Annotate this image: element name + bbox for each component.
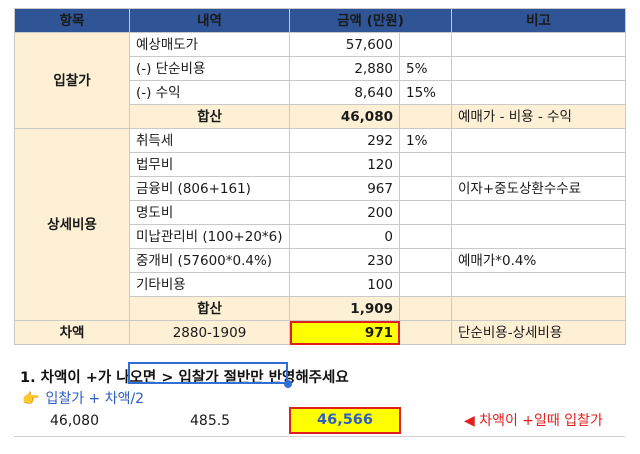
table-row: 입찰가 예상매도가 57,600 (14, 32, 627, 129)
cell-pct[interactable] (398, 320, 453, 345)
difference-label[interactable]: 차액 (14, 320, 130, 345)
cell-amount[interactable]: 230 (289, 248, 400, 273)
cell-note[interactable] (451, 152, 627, 177)
gridline (14, 436, 625, 437)
category-detail[interactable]: 상세비용 (14, 128, 130, 321)
sum-value[interactable]: 46,080 (289, 104, 400, 129)
selection-handle[interactable] (284, 380, 292, 388)
bid-value-cell[interactable]: 46,080 (50, 413, 99, 429)
hint-text: 입찰가 + 차액/2 (45, 391, 145, 407)
sum-note[interactable]: 예매가 - 비용 - 수익 (451, 104, 627, 129)
cell-note[interactable] (451, 296, 627, 321)
cell-pct[interactable] (398, 104, 453, 129)
cell-note[interactable]: 예매가*0.4% (451, 248, 627, 273)
table-row: 상세비용 취득세 292 1% (14, 128, 627, 321)
sum-label[interactable]: 합산 (129, 296, 290, 321)
table-row: 금융비 (806+161) 967 이자+중도상환수수료 (15, 176, 627, 201)
difference-value[interactable]: 971 (289, 320, 400, 345)
cell-note[interactable] (451, 32, 627, 57)
bid-sum-row: 합산 46,080 예매가 - 비용 - 수익 (15, 104, 627, 129)
cell-pct[interactable]: 5% (398, 56, 453, 81)
cell-amount[interactable]: 120 (289, 152, 400, 177)
cell-note[interactable] (451, 80, 627, 105)
cell-note[interactable] (451, 272, 627, 297)
cell-item[interactable]: 중개비 (57600*0.4%) (129, 248, 290, 273)
header-detail[interactable]: 내역 (129, 8, 290, 33)
pointing-hand-icon: 👉 (22, 391, 40, 407)
cost-table: 항목 내역 금액 (만원) 비고 입찰가 예상매도가 57,600 (-) 단순… (14, 8, 627, 345)
table-row: (-) 단순비용 2,880 5% (15, 56, 627, 81)
sum-label[interactable]: 합산 (129, 104, 290, 129)
cell-amount[interactable]: 8,640 (289, 80, 400, 105)
header-amount[interactable]: 금액 (만원) (288, 8, 453, 33)
cell-amount[interactable]: 2,880 (289, 56, 400, 81)
header-item[interactable]: 항목 (14, 8, 130, 33)
cell-pct[interactable] (398, 176, 453, 201)
difference-formula[interactable]: 2880-1909 (129, 320, 290, 345)
header-note[interactable]: 비고 (451, 8, 627, 33)
cell-item[interactable]: 법무비 (129, 152, 290, 177)
cell-pct[interactable] (398, 296, 453, 321)
category-bid[interactable]: 입찰가 (14, 32, 130, 129)
cell-note[interactable] (451, 224, 627, 249)
cell-amount[interactable]: 0 (289, 224, 400, 249)
cell-amount[interactable]: 967 (289, 176, 400, 201)
formula-hint[interactable]: 👉 입찰가 + 차액/2 (22, 388, 144, 408)
final-bid-cell[interactable]: 46,566 (289, 407, 401, 434)
table-row: 법무비 120 (15, 152, 627, 177)
cell-pct[interactable] (398, 248, 453, 273)
spreadsheet: 항목 내역 금액 (만원) 비고 입찰가 예상매도가 57,600 (-) 단순… (14, 8, 627, 345)
difference-note[interactable]: 단순비용-상세비용 (451, 320, 627, 345)
cell-pct[interactable] (398, 200, 453, 225)
table-row: (-) 수익 8,640 15% (15, 80, 627, 105)
cell-pct[interactable] (398, 152, 453, 177)
difference-row: 차액 2880-1909 971 단순비용-상세비용 (14, 320, 627, 345)
cell-amount[interactable]: 57,600 (289, 32, 400, 57)
header-row: 항목 내역 금액 (만원) 비고 (14, 8, 627, 33)
cell-pct[interactable] (398, 272, 453, 297)
table-row: 중개비 (57600*0.4%) 230 예매가*0.4% (15, 248, 627, 273)
cell-pct[interactable]: 15% (398, 80, 453, 105)
cell-amount[interactable]: 200 (289, 200, 400, 225)
cell-item[interactable]: 예상매도가 (129, 32, 290, 57)
cell-item[interactable]: (-) 단순비용 (129, 56, 290, 81)
cell-note[interactable]: 이자+중도상환수수료 (451, 176, 627, 201)
result-annotation: ◀ 차액이 +일때 입찰가 (464, 413, 603, 429)
cell-note[interactable] (451, 200, 627, 225)
table-row: 기타비용 100 (15, 272, 627, 297)
half-difference-cell[interactable]: 485.5 (190, 413, 231, 429)
cell-item[interactable]: 기타비용 (129, 272, 290, 297)
cell-item[interactable]: 금융비 (806+161) (129, 176, 290, 201)
cell-item[interactable]: 미납관리비 (100+20*6) (129, 224, 290, 249)
cell-amount[interactable]: 292 (289, 128, 400, 153)
cell-pct[interactable] (398, 224, 453, 249)
table-row: 명도비 200 (15, 200, 627, 225)
cell-pct[interactable] (398, 32, 453, 57)
sum-value[interactable]: 1,909 (289, 296, 400, 321)
cell-item[interactable]: 명도비 (129, 200, 290, 225)
cell-amount[interactable]: 100 (289, 272, 400, 297)
cell-pct[interactable]: 1% (398, 128, 453, 153)
cell-note[interactable] (451, 56, 627, 81)
cell-note[interactable] (451, 128, 627, 153)
detail-sum-row: 합산 1,909 (15, 296, 627, 321)
cell-item[interactable]: (-) 수익 (129, 80, 290, 105)
selection-box (128, 362, 288, 384)
cell-item[interactable]: 취득세 (129, 128, 290, 153)
